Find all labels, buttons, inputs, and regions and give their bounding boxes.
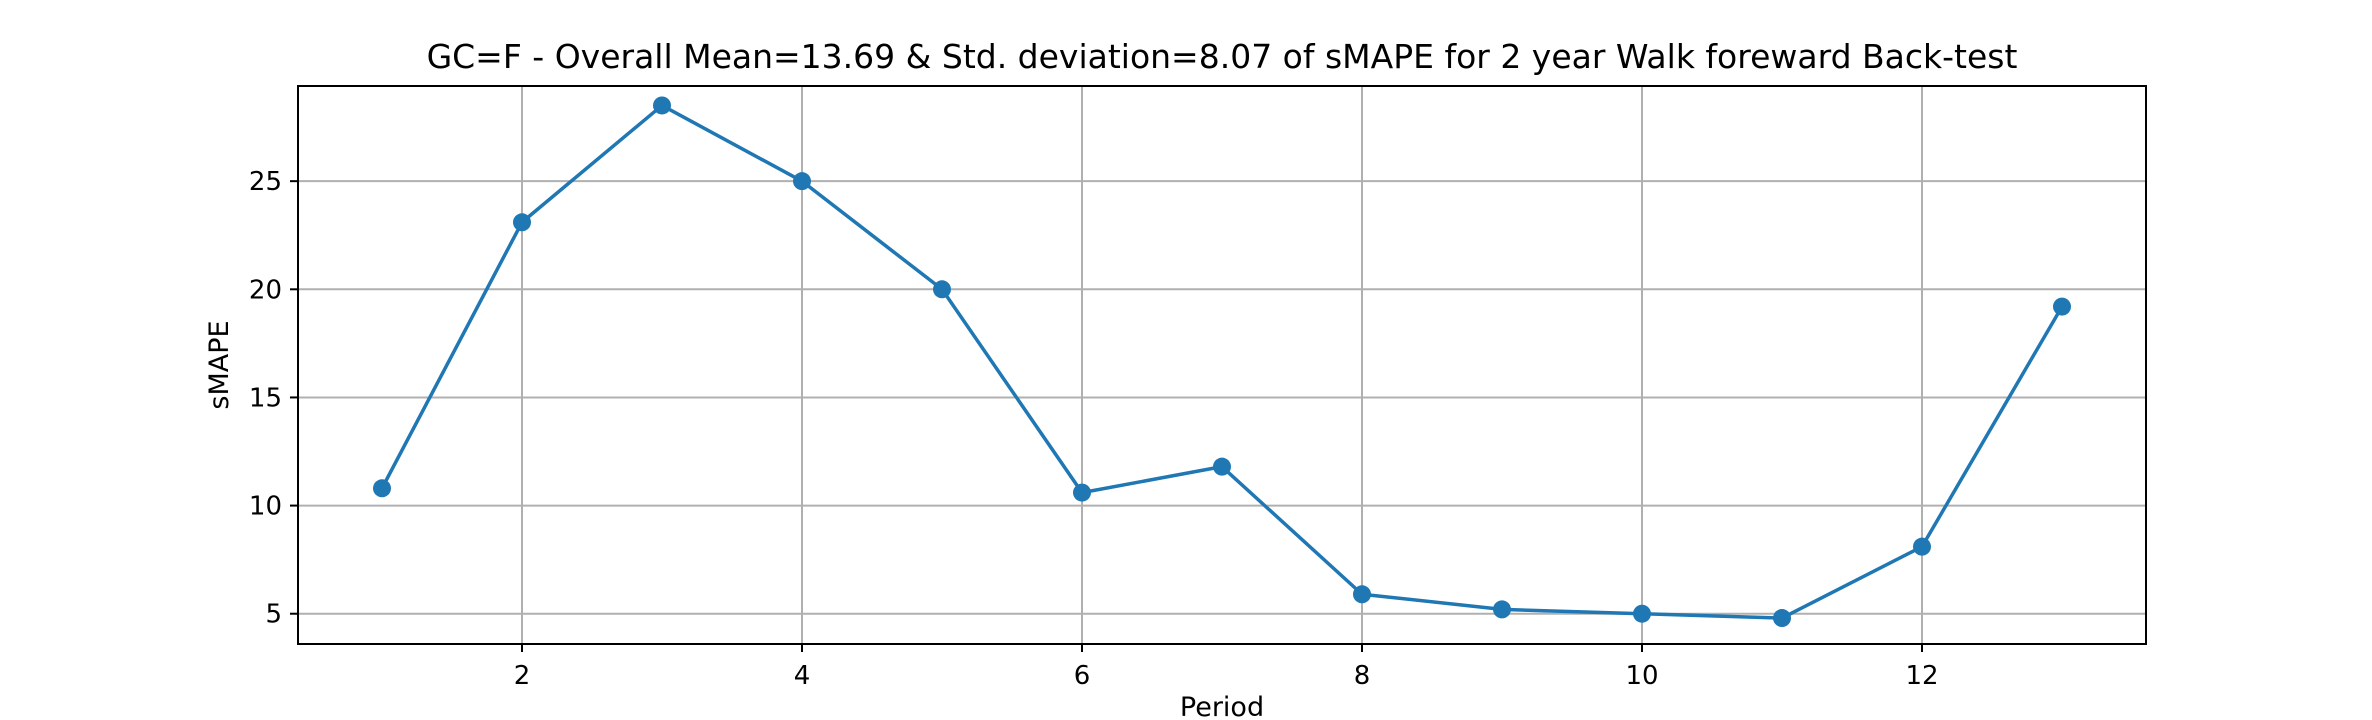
data-point [1493, 600, 1511, 619]
y-tick-label: 25 [249, 167, 282, 197]
series-line [380, 103, 2064, 620]
x-tick-label: 12 [1905, 661, 1938, 691]
y-tick-label: 10 [249, 492, 282, 522]
x-axis-label: Period [1180, 692, 1264, 720]
x-tick-label: 10 [1625, 661, 1658, 691]
y-axis-label: sMAPE [204, 320, 235, 409]
data-point [1633, 604, 1651, 623]
x-tick-label: 4 [794, 661, 811, 691]
x-tick-label: 2 [514, 661, 531, 691]
data-point [2053, 297, 2071, 316]
series-layer [373, 96, 2071, 628]
data-point [653, 96, 671, 115]
y-tick-label: 5 [265, 600, 282, 630]
y-tick-label: 20 [249, 275, 282, 305]
plot-frame [297, 85, 2147, 645]
data-point [1073, 483, 1091, 502]
data-point [1213, 457, 1231, 476]
data-point [373, 479, 391, 498]
tick-layer: 2 4 6 8 10 12 5 10 15 20 25 [249, 167, 1939, 691]
data-point [933, 280, 951, 299]
data-point [1353, 585, 1371, 604]
data-point [513, 213, 531, 232]
data-point [1913, 537, 1931, 556]
x-tick-label: 6 [1074, 661, 1091, 691]
grid-layer [298, 86, 2146, 644]
y-tick-label: 15 [249, 383, 282, 413]
data-point [1773, 609, 1791, 628]
data-point [793, 172, 811, 191]
chart-title: GC=F - Overall Mean=13.69 & Std. deviati… [427, 37, 2018, 76]
x-tick-label: 8 [1354, 661, 1371, 691]
